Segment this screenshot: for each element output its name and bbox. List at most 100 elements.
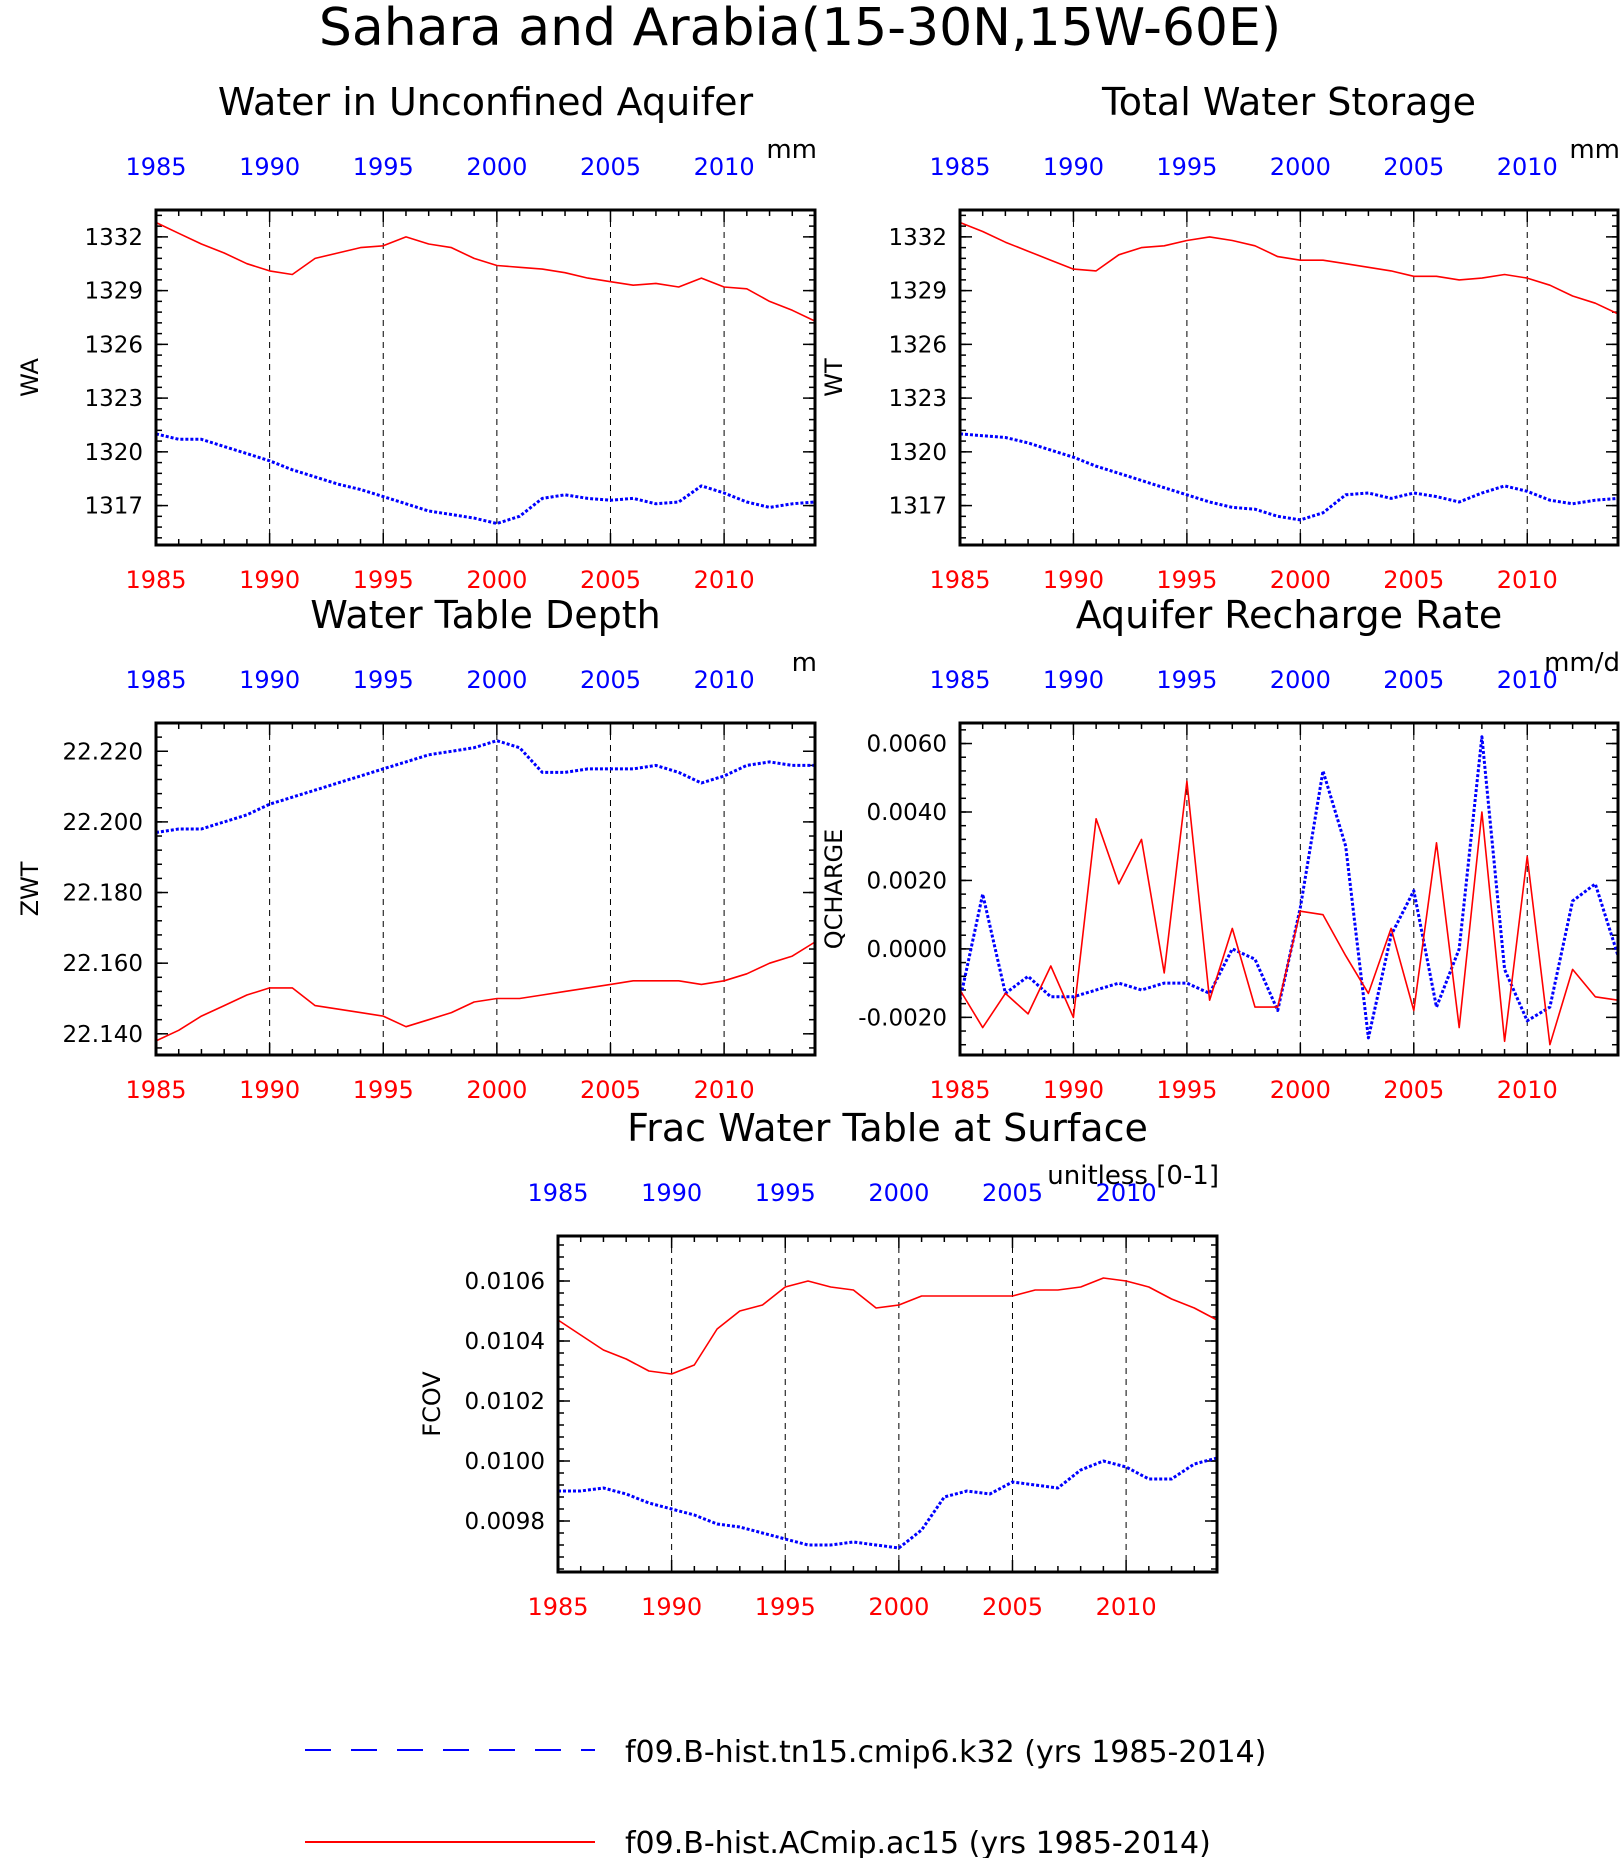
plot-frame — [154, 721, 817, 1057]
y-axis-label: ZWT — [16, 861, 44, 916]
x-tick-label-top: 2005 — [580, 153, 641, 181]
x-tick-label-top: 2010 — [1497, 153, 1558, 181]
panel-title: Water Table Depth — [310, 593, 661, 637]
panel-title: Total Water Storage — [1101, 80, 1476, 124]
y-axis-label: WT — [820, 358, 848, 397]
chart-panel-4: Aquifer Recharge Rate mm/d QCHARGE 1985 1985… — [820, 593, 1620, 1104]
x-tick-label-bottom: 1985 — [929, 566, 990, 594]
x-tick-label-bottom: 2000 — [1270, 1076, 1331, 1104]
plot-frame — [556, 1234, 1219, 1574]
series-line-blue — [958, 735, 1620, 1040]
legend-label-a: f09.B-hist.tn15.cmip6.k32 (yrs 1985-2014… — [625, 1735, 1266, 1770]
y-tick-label: 1332 — [84, 225, 143, 251]
y-tick-label: 22.180 — [63, 881, 143, 907]
x-tick-label-bottom: 2005 — [580, 566, 641, 594]
y-tick-label: 0.0100 — [465, 1449, 545, 1475]
y-tick-label: 0.0000 — [867, 937, 947, 963]
x-tick-label-top: 1995 — [1156, 666, 1217, 694]
series-line-blue — [155, 432, 816, 525]
panel-title: Water in Unconfined Aquifer — [218, 80, 754, 124]
x-tick-label-bottom: 1985 — [125, 1076, 186, 1104]
legend-label-b: f09.B-hist.ACmip.ac15 (yrs 1985-2014) — [625, 1826, 1211, 1858]
x-tick-label-bottom: 2010 — [694, 566, 755, 594]
x-tick-label-bottom: 1995 — [755, 1593, 816, 1621]
x-tick-label-bottom: 1990 — [239, 566, 300, 594]
series-line-red — [155, 941, 816, 1042]
y-tick-label: 22.160 — [63, 951, 143, 977]
x-tick-label-bottom: 1990 — [1043, 566, 1104, 594]
x-tick-label-top: 2000 — [466, 153, 527, 181]
y-tick-label: 22.200 — [63, 810, 143, 836]
panel-units: m — [792, 648, 817, 678]
x-tick-label-bottom: 1990 — [239, 1076, 300, 1104]
series-line-red — [959, 221, 1619, 315]
panel-units: mm/d — [1544, 648, 1620, 678]
x-tick-label-bottom: 2005 — [1383, 566, 1444, 594]
legend: f09.B-hist.tn15.cmip6.k32 (yrs 1985-2014… — [305, 1735, 1266, 1858]
x-tick-label-top: 2005 — [580, 666, 641, 694]
x-tick-label-bottom: 2005 — [982, 1593, 1043, 1621]
y-axis-label: QCHARGE — [820, 829, 848, 950]
y-axis-label: FCOV — [418, 1371, 446, 1437]
y-tick-label: 0.0098 — [465, 1509, 545, 1535]
x-tick-label-top: 2010 — [694, 666, 755, 694]
x-tick-label-bottom: 2000 — [466, 1076, 527, 1104]
plot-frame — [958, 208, 1620, 547]
series-line-blue — [155, 739, 815, 834]
panel-units: mm — [766, 135, 817, 165]
x-tick-label-top: 2000 — [1270, 666, 1331, 694]
y-tick-label: 0.0040 — [867, 800, 947, 826]
x-tick-label-top: 1990 — [239, 153, 300, 181]
x-tick-label-bottom: 2010 — [1497, 566, 1558, 594]
plot-frame — [154, 208, 817, 547]
x-tick-label-top: 1990 — [1043, 666, 1104, 694]
panel-title: Aquifer Recharge Rate — [1076, 593, 1503, 637]
panel-units: mm — [1569, 135, 1620, 165]
main-title: Sahara and Arabia(15-30N,15W-60E) — [319, 0, 1281, 58]
y-tick-label: 22.220 — [63, 739, 143, 765]
chart-panel-2: Total Water Storage mm WT 1985 1985 1990 1990 1… — [820, 80, 1620, 594]
x-tick-label-top: 1995 — [353, 153, 414, 181]
x-tick-label-top: 1985 — [527, 1179, 588, 1207]
x-tick-label-top: 2000 — [466, 666, 527, 694]
x-tick-label-bottom: 2010 — [1096, 1593, 1157, 1621]
y-tick-label: 22.140 — [63, 1022, 143, 1048]
plot-frame — [958, 721, 1620, 1057]
y-tick-label: 0.0104 — [465, 1329, 545, 1355]
x-tick-label-top: 1985 — [125, 666, 186, 694]
x-tick-label-top: 2010 — [1096, 1179, 1157, 1207]
y-tick-label: 1317 — [888, 494, 947, 520]
panel-title: Frac Water Table at Surface — [627, 1106, 1148, 1150]
x-tick-label-top: 1990 — [641, 1179, 702, 1207]
x-tick-label-bottom: 1985 — [125, 566, 186, 594]
series-line-red — [155, 221, 816, 322]
y-tick-label: 1320 — [888, 440, 947, 466]
x-tick-label-top: 1990 — [239, 666, 300, 694]
y-tick-label: -0.0020 — [858, 1005, 947, 1031]
chart-panel-5: Frac Water Table at Surface unitless [0-1… — [418, 1106, 1219, 1621]
panel-units: unitless [0-1] — [1047, 1161, 1219, 1191]
x-tick-label-top: 1990 — [1043, 153, 1104, 181]
y-tick-label: 1332 — [888, 225, 947, 251]
x-tick-label-bottom: 2005 — [580, 1076, 641, 1104]
y-tick-label: 1326 — [84, 332, 143, 358]
series-line-red — [959, 780, 1619, 1046]
y-tick-label: 1317 — [84, 494, 143, 520]
x-tick-label-bottom: 1995 — [1156, 1076, 1217, 1104]
x-tick-label-bottom: 1985 — [527, 1593, 588, 1621]
y-tick-label: 0.0106 — [465, 1269, 545, 1295]
y-tick-label: 1326 — [888, 332, 947, 358]
x-tick-label-top: 2010 — [694, 153, 755, 181]
x-tick-label-top: 1995 — [1156, 153, 1217, 181]
x-tick-label-top: 2010 — [1497, 666, 1558, 694]
x-tick-label-bottom: 1995 — [353, 566, 414, 594]
y-tick-label: 0.0020 — [867, 868, 947, 894]
x-tick-label-top: 2005 — [1383, 153, 1444, 181]
x-tick-label-top: 2005 — [982, 1179, 1043, 1207]
x-tick-label-top: 1995 — [755, 1179, 816, 1207]
x-tick-label-top: 2000 — [868, 1179, 929, 1207]
y-tick-label: 1329 — [84, 279, 143, 305]
series-line-blue — [558, 1456, 1218, 1550]
x-tick-label-bottom: 2000 — [1270, 566, 1331, 594]
